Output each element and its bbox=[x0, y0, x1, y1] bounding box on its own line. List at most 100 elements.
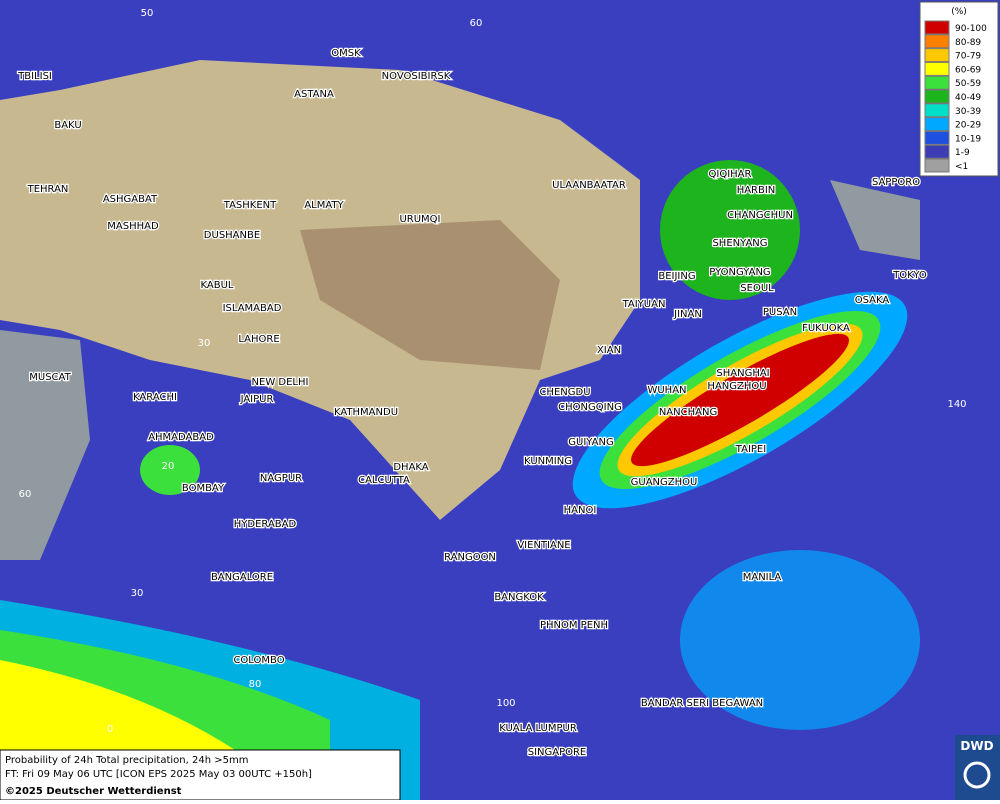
legend-swatch bbox=[924, 89, 950, 104]
city-label: TAIYUAN bbox=[622, 299, 666, 310]
grid-label: 80 bbox=[249, 679, 262, 690]
legend-label: 70-79 bbox=[955, 52, 981, 62]
legend-swatch bbox=[924, 34, 950, 49]
city-label: AHMADABAD bbox=[148, 432, 214, 443]
city-label: ISLAMABAD bbox=[223, 303, 282, 314]
footer-line: FT: Fri 09 May 06 UTC [ICON EPS 2025 May… bbox=[5, 769, 312, 780]
city-label: TASHKENT bbox=[223, 200, 277, 211]
city-label: TAIPEI bbox=[735, 444, 766, 455]
legend-swatch bbox=[924, 20, 950, 35]
city-label: QIQIHAR bbox=[709, 169, 752, 180]
city-label: HANOI bbox=[564, 505, 597, 516]
plateau bbox=[300, 220, 560, 370]
legend-swatch bbox=[924, 158, 950, 173]
city-label: SINGAPORE bbox=[528, 747, 587, 758]
city-label: DUSHANBE bbox=[204, 230, 260, 241]
city-label: HANGZHOU bbox=[707, 381, 766, 392]
city-label: ALMATY bbox=[304, 200, 344, 211]
city-label: COLOMBO bbox=[233, 655, 284, 666]
city-label: VIENTIANE bbox=[517, 540, 570, 551]
city-label: NAGPUR bbox=[260, 473, 302, 484]
legend-label: 80-89 bbox=[955, 38, 981, 48]
city-label: GUANGZHOU bbox=[631, 477, 698, 488]
city-label: BANGKOK bbox=[494, 592, 544, 603]
grid-label: 60 bbox=[470, 18, 483, 29]
city-label: CHONGQING bbox=[558, 402, 622, 413]
city-label: LAHORE bbox=[238, 334, 279, 345]
city-label: XIAN bbox=[597, 345, 621, 356]
legend-swatch bbox=[924, 130, 950, 145]
footer-line: ©2025 Deutscher Wetterdienst bbox=[5, 786, 182, 797]
precip-area bbox=[631, 333, 849, 467]
city-label: NEW DELHI bbox=[252, 377, 309, 388]
legend: (%) 90-100 80-89 70-79 60-69 50-59 40-49 30-39… bbox=[919, 1, 999, 177]
footer-box bbox=[0, 749, 401, 801]
grid-label: 30 bbox=[131, 588, 144, 599]
precip-area bbox=[140, 445, 200, 495]
logo-box bbox=[955, 735, 1000, 800]
city-label: PYONGYANG bbox=[709, 267, 770, 278]
sea bbox=[0, 330, 90, 560]
legend-label: 20-29 bbox=[955, 121, 981, 131]
logo-swirl bbox=[963, 761, 991, 789]
city-label: KUNMING bbox=[524, 456, 572, 467]
city-label: SAPPORO bbox=[872, 177, 920, 188]
grid-label: 20 bbox=[162, 461, 175, 472]
city-label: KABUL bbox=[201, 280, 234, 291]
footer-line: Probability of 24h Total precipitation, … bbox=[5, 755, 248, 766]
city-label: GUIYANG bbox=[568, 437, 613, 448]
logo: DWD bbox=[960, 739, 993, 753]
grid-label: 50 bbox=[141, 8, 154, 19]
legend-label: 30-39 bbox=[955, 107, 981, 117]
sea bbox=[830, 180, 920, 260]
city-label: FUKUOKA bbox=[802, 323, 850, 334]
city-label: KARACHI bbox=[133, 392, 177, 403]
city-label: CHENGDU bbox=[539, 387, 590, 398]
city-label: WUHAN bbox=[647, 385, 686, 396]
city-label: OSAKA bbox=[855, 295, 890, 306]
city-label: SHANGHAI bbox=[716, 368, 769, 379]
city-label: BANGALORE bbox=[211, 572, 273, 583]
grid-label: 30 bbox=[198, 338, 211, 349]
legend-label: 40-49 bbox=[955, 93, 981, 103]
city-label: ULAANBAATAR bbox=[552, 180, 626, 191]
city-label: NANCHANG bbox=[659, 407, 717, 418]
city-label: PUSAN bbox=[763, 307, 797, 318]
legend-label: 10-19 bbox=[955, 134, 981, 144]
legend-swatch bbox=[924, 75, 950, 90]
city-label: JINAN bbox=[673, 309, 702, 320]
city-label: CALCUTTA bbox=[358, 475, 410, 486]
city-label: BANDAR SERI BEGAWAN bbox=[641, 698, 763, 709]
city-label: SEOUL bbox=[740, 283, 774, 294]
city-label: JAIPUR bbox=[240, 394, 274, 405]
legend-label: <1 bbox=[955, 162, 968, 172]
city-label: RANGOON bbox=[444, 552, 496, 563]
city-label: MASHHAD bbox=[107, 221, 159, 232]
legend-swatch bbox=[924, 61, 950, 76]
legend-swatch bbox=[924, 144, 950, 159]
city-label: BOMBAY bbox=[182, 483, 225, 494]
grid-label: 100 bbox=[496, 698, 515, 709]
city-label: MUSCAT bbox=[29, 372, 71, 383]
city-label: CHANGCHUN bbox=[727, 210, 793, 221]
grid-label: 140 bbox=[947, 399, 966, 410]
legend-swatch bbox=[924, 48, 950, 63]
legend-label: 60-69 bbox=[955, 65, 981, 75]
legend-label: 1-9 bbox=[955, 148, 970, 158]
legend-title: (%) bbox=[951, 7, 967, 17]
city-label: PHNOM PENH bbox=[540, 620, 608, 631]
city-label: ASTANA bbox=[294, 89, 334, 100]
city-label: TBILISI bbox=[17, 71, 52, 82]
precip-area bbox=[660, 160, 800, 300]
city-label: MANILA bbox=[743, 572, 782, 583]
city-label: DHAKA bbox=[393, 462, 428, 473]
city-label: URUMQI bbox=[399, 214, 440, 225]
grid-label: 60 bbox=[19, 489, 32, 500]
city-label: TOKYO bbox=[892, 270, 927, 281]
city-label: NOVOSIBIRSK bbox=[382, 71, 451, 82]
city-label: KUALA LUMPUR bbox=[499, 723, 577, 734]
legend-label: 90-100 bbox=[955, 24, 987, 34]
grid-label: 0 bbox=[107, 724, 113, 735]
city-label: SHENYANG bbox=[712, 238, 767, 249]
